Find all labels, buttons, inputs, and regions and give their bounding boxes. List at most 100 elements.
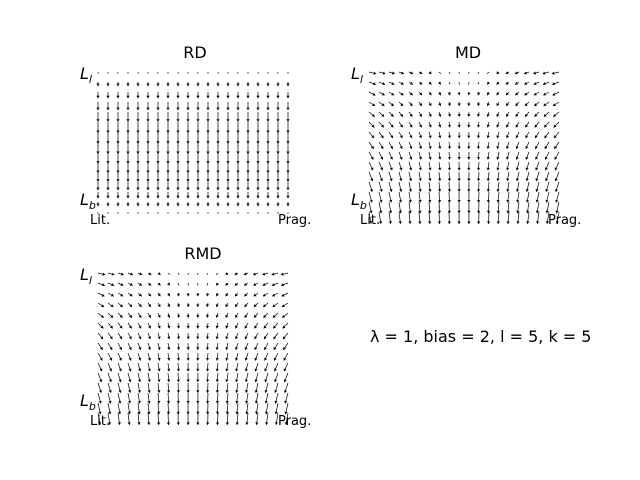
quiver-arrowhead bbox=[399, 189, 403, 192]
quiver-arrowhead bbox=[515, 81, 519, 85]
quiver-arrowhead bbox=[524, 92, 528, 96]
quiver-arrowhead bbox=[543, 113, 547, 117]
quiver-arrowhead bbox=[428, 221, 432, 224]
quiver-arrowhead bbox=[428, 113, 432, 117]
quiver-arrowhead bbox=[515, 156, 519, 160]
y-top-label-rmd: Ll bbox=[80, 265, 92, 288]
quiver-arrowhead bbox=[167, 390, 171, 393]
quiver-arrowhead bbox=[380, 167, 384, 171]
quiver-arrowhead bbox=[96, 83, 100, 87]
quiver-arrowhead bbox=[234, 293, 238, 297]
quiver-arrowhead bbox=[166, 411, 171, 415]
quiver-arrowhead bbox=[244, 368, 248, 372]
quiver-arrowhead bbox=[525, 145, 529, 149]
quiver-arrowhead bbox=[117, 422, 121, 425]
quiver-arrowhead bbox=[276, 119, 280, 122]
quiver-arrowhead bbox=[286, 170, 290, 173]
quiver-arrowhead bbox=[382, 82, 386, 86]
quiver-arrowhead bbox=[274, 422, 279, 425]
quiver-arrowhead bbox=[176, 203, 180, 207]
quiver-arrowhead bbox=[496, 178, 500, 182]
quiver-arrowhead bbox=[108, 389, 112, 393]
quiver-arrowhead bbox=[99, 346, 103, 350]
quiver-arrowhead bbox=[428, 81, 432, 85]
quiver-arrowhead bbox=[525, 135, 529, 139]
quiver-arrowhead bbox=[256, 95, 260, 99]
quiver-arrowhead bbox=[206, 304, 210, 307]
quiver-arrowhead bbox=[266, 195, 270, 199]
quiver-arrowhead bbox=[225, 336, 229, 340]
quiver-arrowhead bbox=[236, 187, 240, 191]
quiver-arrowhead bbox=[551, 71, 555, 75]
quiver-arrowhead bbox=[215, 379, 219, 383]
quiver-arrowhead bbox=[535, 199, 539, 203]
quiver-arrowhead bbox=[186, 325, 190, 329]
quiver-arrowhead bbox=[109, 368, 113, 372]
quiver-arrowhead bbox=[553, 113, 557, 117]
quiver-arrowhead bbox=[225, 293, 229, 297]
quiver-arrow bbox=[177, 282, 180, 286]
quiver-arrowhead bbox=[138, 304, 142, 307]
quiver-arrowhead bbox=[206, 95, 210, 99]
quiver-arrowhead bbox=[467, 178, 471, 182]
quiver-arrowhead bbox=[457, 114, 461, 117]
quiver-arrowhead bbox=[106, 179, 110, 182]
quiver-arrowhead bbox=[545, 210, 549, 214]
quiver-arrowhead bbox=[525, 199, 530, 203]
quiver-arrowhead bbox=[176, 119, 180, 122]
quiver-arrowhead bbox=[186, 293, 190, 297]
quiver-arrowhead bbox=[126, 107, 130, 111]
quiver-arrowhead bbox=[486, 178, 490, 182]
quiver-arrowhead bbox=[108, 411, 112, 415]
quiver-arrowhead bbox=[276, 203, 280, 207]
quiver-arrowhead bbox=[116, 130, 120, 133]
quiver-arrowhead bbox=[166, 400, 171, 404]
quiver-arrowhead bbox=[176, 336, 181, 340]
quiver-arrowhead bbox=[157, 411, 161, 415]
quiver-arrowhead bbox=[438, 189, 442, 192]
quiver-arrowhead bbox=[533, 71, 537, 75]
quiver-arrowhead bbox=[506, 113, 509, 117]
quiver-arrowhead bbox=[379, 178, 383, 182]
quiver-arrowhead bbox=[156, 130, 160, 133]
quiver-arrowhead bbox=[225, 325, 229, 329]
quiver-arrowhead bbox=[98, 400, 102, 404]
quiver-arrowhead bbox=[525, 189, 529, 192]
quiver-arrowhead bbox=[96, 195, 100, 199]
quiver-arrowhead bbox=[109, 325, 113, 329]
quiver-arrowhead bbox=[127, 411, 131, 415]
quiver-arrowhead bbox=[381, 113, 385, 117]
quiver-arrowhead bbox=[281, 304, 285, 307]
quiver-arrowhead bbox=[139, 272, 143, 276]
quiver-arrowhead bbox=[176, 179, 180, 182]
quiver-arrowhead bbox=[553, 124, 557, 128]
quiver-arrowhead bbox=[276, 95, 280, 99]
quiver-arrowhead bbox=[410, 71, 414, 75]
quiver-arrowhead bbox=[369, 221, 373, 224]
quiver-arrowhead bbox=[447, 146, 452, 149]
quiver-arrowhead bbox=[505, 71, 509, 75]
quiver-arrowhead bbox=[286, 107, 290, 111]
quiver-arrowhead bbox=[225, 411, 229, 415]
quiver-arrowhead bbox=[102, 272, 106, 276]
quiver-arrowhead bbox=[157, 314, 161, 318]
quiver-arrowhead bbox=[487, 92, 490, 96]
quiver-arrowhead bbox=[196, 119, 200, 122]
quiver-arrowhead bbox=[167, 314, 171, 318]
quiver-arrowhead bbox=[467, 157, 471, 160]
quiver-arrowhead bbox=[370, 167, 374, 171]
quiver-arrowhead bbox=[371, 113, 375, 117]
quiver-arrowhead bbox=[515, 135, 519, 139]
quiver-arrowhead bbox=[206, 119, 210, 122]
quiver-arrowhead bbox=[225, 314, 229, 318]
quiver-arrowhead bbox=[262, 272, 266, 276]
quiver-arrowhead bbox=[176, 325, 181, 329]
quiver-arrowhead bbox=[554, 156, 558, 160]
quiver-arrowhead bbox=[116, 187, 120, 191]
quiver-arrowhead bbox=[196, 179, 200, 182]
quiver-arrowhead bbox=[166, 95, 170, 99]
quiver-arrowhead bbox=[136, 130, 140, 133]
quiver-arrowhead bbox=[457, 146, 461, 149]
quiver-arrowhead bbox=[100, 314, 104, 318]
quiver-arrowhead bbox=[176, 314, 181, 318]
